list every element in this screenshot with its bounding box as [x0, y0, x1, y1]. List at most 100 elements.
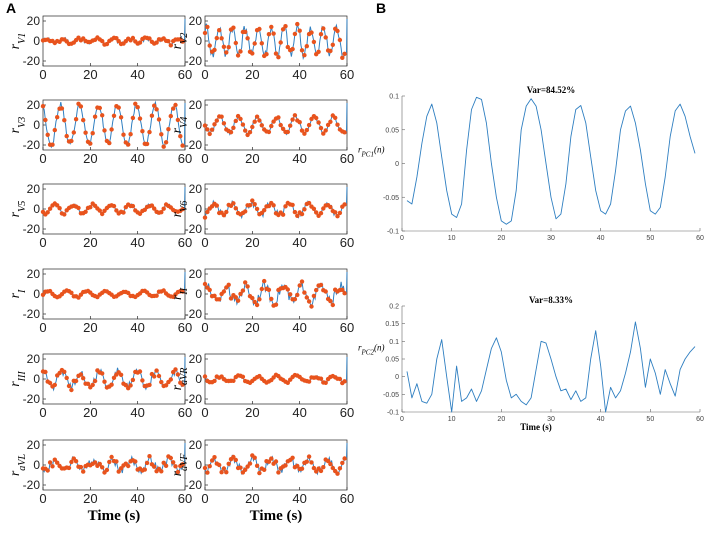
data-point [64, 375, 69, 381]
data-point [159, 379, 164, 385]
data-point [168, 113, 173, 119]
data-point [337, 37, 343, 43]
data-point [340, 287, 345, 292]
data-point [224, 50, 229, 55]
y-tick-label: -0.1 [387, 410, 399, 417]
y-tick-label: 0 [195, 118, 202, 132]
data-point [254, 114, 260, 119]
data-point [128, 383, 133, 388]
data-point [144, 141, 150, 147]
data-point [321, 131, 326, 136]
x-tick-label: 60 [178, 235, 192, 250]
data-point [130, 377, 136, 383]
data-point [340, 55, 345, 60]
data-point [130, 35, 136, 41]
data-point [209, 458, 215, 463]
data-point [259, 286, 264, 292]
data-point [52, 382, 57, 388]
data-point [231, 201, 236, 206]
data-point [175, 469, 181, 475]
data-point [73, 378, 79, 384]
data-point [128, 132, 133, 137]
data-point [243, 29, 248, 35]
data-point [231, 125, 236, 130]
data-point [243, 128, 248, 133]
data-point [159, 210, 164, 215]
data-point [147, 454, 152, 459]
data-point [149, 203, 155, 208]
data-point [114, 36, 119, 41]
data-point [283, 24, 288, 29]
x-tick-label: 20 [245, 67, 259, 82]
data-point [304, 295, 309, 300]
data-point [328, 298, 333, 304]
data-point [83, 130, 88, 135]
data-point [311, 293, 317, 299]
data-point [217, 28, 222, 33]
data-point [180, 143, 185, 148]
y-tick-label: -20 [185, 392, 203, 406]
data-point [73, 459, 79, 464]
data-point [325, 122, 331, 128]
data-point [90, 382, 95, 388]
data-point [147, 382, 152, 388]
y-tick-label: 0 [195, 458, 202, 472]
y-tick-label: 20 [27, 182, 41, 196]
axes-box [42, 439, 186, 491]
data-point [257, 297, 262, 302]
data-point [245, 36, 250, 41]
y-tick-label: -20 [23, 138, 41, 152]
x-tick-label: 40 [292, 67, 306, 82]
data-point [69, 290, 74, 295]
data-point [221, 213, 227, 218]
data-point [202, 123, 208, 128]
data-point [283, 204, 288, 209]
data-point [247, 461, 253, 466]
data-point [47, 380, 53, 386]
data-point [311, 206, 317, 211]
data-point [262, 467, 267, 472]
axes-box [204, 183, 348, 235]
data-point [109, 382, 114, 387]
y-axis-label: rIII [8, 371, 28, 387]
data-point [52, 457, 57, 462]
data-point [205, 209, 210, 215]
data-point [140, 378, 145, 383]
y-tick-label: -20 [185, 222, 203, 236]
x-tick-label: 20 [245, 491, 259, 506]
data-point [342, 456, 347, 461]
data-point [207, 131, 212, 137]
y-tick-label: 0 [395, 161, 399, 168]
data-point [285, 287, 290, 292]
data-point [173, 464, 178, 469]
data-point [302, 290, 307, 295]
data-point [133, 101, 138, 107]
x-axis-label: Time (s) [520, 422, 552, 432]
x-tick-label: 10 [448, 235, 456, 242]
data-point [171, 460, 176, 465]
data-point [212, 47, 217, 53]
data-point [330, 302, 335, 308]
data-point [107, 459, 112, 465]
data-point [64, 133, 69, 139]
data-point [66, 383, 72, 389]
data-point [285, 129, 290, 135]
data-point [231, 25, 236, 30]
x-tick-label: 20 [83, 67, 97, 82]
data-point [166, 39, 171, 44]
data-point [205, 470, 210, 475]
data-point [325, 458, 331, 464]
data-point [318, 125, 324, 131]
data-point [135, 105, 140, 110]
x-tick-label: 20 [83, 491, 97, 506]
data-point [161, 460, 166, 465]
x-tick-label: 60 [178, 491, 192, 506]
series-line [406, 96, 696, 225]
y-tick-label: 20 [27, 267, 41, 281]
data-point [45, 132, 50, 137]
data-point [280, 27, 286, 32]
data-point [69, 387, 74, 393]
